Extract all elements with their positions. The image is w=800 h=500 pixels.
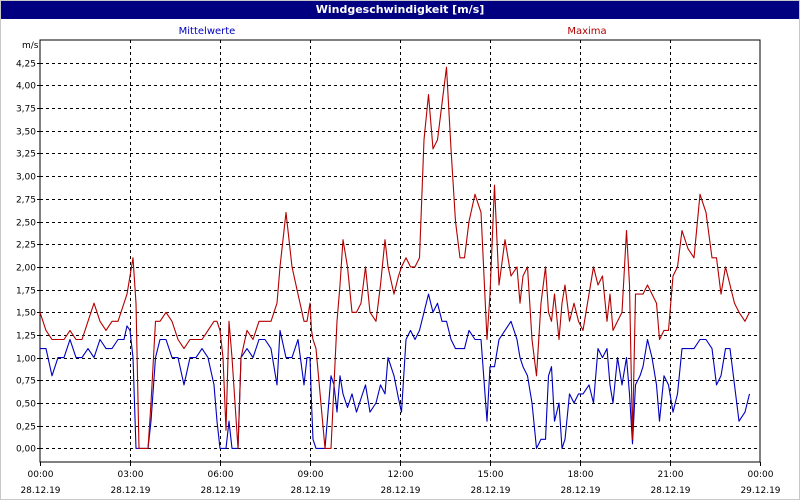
legend-mittelwerte: Mittelwerte — [179, 26, 236, 37]
x-tick-time-label: 12:00 — [388, 470, 414, 480]
chart-title: Windgeschwindigkeit [m/s] — [1, 1, 799, 19]
y-tick-label: 3,75 — [16, 105, 36, 115]
y-tick-label: 4,00 — [16, 82, 36, 92]
x-tick-time-label: 00:00 — [748, 470, 774, 480]
y-tick-label: 0,25 — [16, 423, 36, 433]
y-tick-label: 2,25 — [16, 241, 36, 251]
x-tick-date-label: 28.12.19 — [290, 486, 330, 496]
series-line-mittelwerte — [40, 293, 751, 449]
legend-maxima: Maxima — [567, 26, 606, 37]
y-tick-label: 2,75 — [16, 196, 36, 206]
x-tick-date-label: 28.12.19 — [20, 486, 60, 496]
series-line-maxima — [39, 66, 750, 449]
x-tick-time-label: 09:00 — [298, 470, 324, 480]
x-tick-date-label: 28.12.19 — [470, 486, 510, 496]
y-tick-label: 4,25 — [16, 60, 36, 70]
x-tick-date-label: 29.12.19 — [740, 486, 780, 496]
x-tick-time-label: 15:00 — [478, 470, 504, 480]
x-tick-date-label: 28.12.19 — [650, 486, 690, 496]
y-tick-label: 2,00 — [16, 264, 36, 274]
y-tick-label: 0,50 — [16, 400, 36, 410]
x-tick-date-label: 28.12.19 — [380, 486, 420, 496]
x-tick-date-label: 28.12.19 — [560, 486, 600, 496]
x-tick-date-label: 28.12.19 — [200, 486, 240, 496]
x-tick-time-label: 06:00 — [208, 470, 234, 480]
y-tick-label: 1,50 — [16, 309, 36, 319]
y-axis-unit-label: m/s — [22, 41, 39, 51]
y-tick-label: 1,75 — [16, 287, 36, 297]
x-tick-time-label: 03:00 — [118, 470, 144, 480]
y-tick-label: 1,00 — [16, 355, 36, 365]
x-tick-time-label: 18:00 — [568, 470, 594, 480]
y-tick-label: 1,25 — [16, 332, 36, 342]
y-tick-label: 3,50 — [16, 128, 36, 138]
y-tick-label: 3,00 — [16, 173, 36, 183]
y-tick-label: 2,50 — [16, 219, 36, 229]
y-tick-label: 3,25 — [16, 150, 36, 160]
x-tick-time-label: 00:00 — [28, 470, 54, 480]
y-tick-label: 0,00 — [16, 445, 36, 455]
x-tick-date-label: 28.12.19 — [110, 486, 150, 496]
y-tick-label: 0,75 — [16, 377, 36, 387]
x-tick-time-label: 21:00 — [658, 470, 684, 480]
